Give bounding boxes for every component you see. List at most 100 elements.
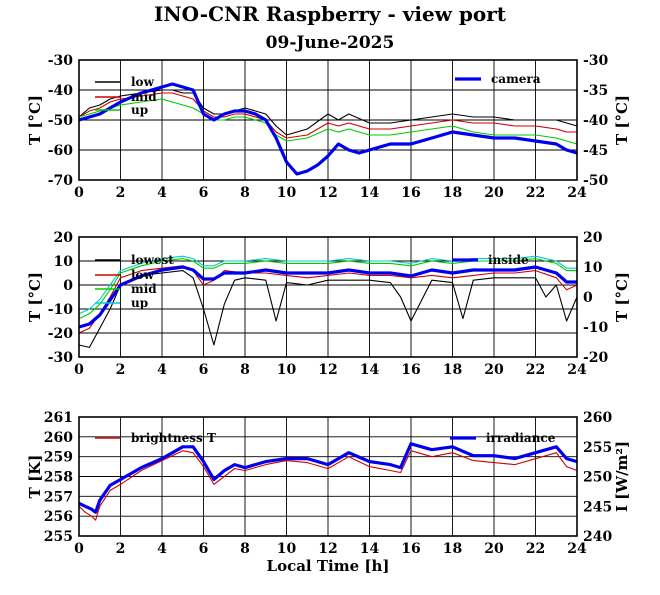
x-tick-label: 12 — [318, 362, 337, 378]
y-axis-label-right: T [°C] — [613, 95, 631, 145]
plot-frame — [78, 236, 578, 358]
y-tick-label-right: 260 — [583, 410, 612, 426]
y-tick-label-left: -20 — [48, 326, 74, 342]
y-tick-label-right: -20 — [583, 350, 609, 366]
y-tick-label-left: -50 — [48, 113, 74, 129]
legend-label-lowest: lowest — [131, 253, 174, 267]
y-tick-label-right: 20 — [583, 230, 603, 246]
y-tick-label-right: 240 — [583, 529, 612, 545]
x-tick-label: 18 — [443, 541, 462, 557]
y-tick-label-right: -35 — [583, 83, 608, 99]
x-tick-label: 8 — [240, 362, 250, 378]
y-tick-label-right: -10 — [583, 320, 609, 336]
x-tick-label: 2 — [116, 541, 126, 557]
y-tick-label-left: 20 — [54, 230, 74, 246]
y-tick-label-left: 260 — [44, 430, 73, 446]
legend-label-low: low — [131, 268, 155, 282]
x-tick-label: 14 — [360, 541, 380, 557]
y-tick-label-left: 255 — [44, 529, 73, 545]
x-tick-label: 2 — [116, 185, 126, 201]
panel-top-temperature: 0 2 4 6 8 10 12 14 16 18 20 22 24-70-60-50-40-30-50-… — [26, 53, 631, 201]
x-tick-label: 4 — [157, 362, 167, 378]
x-tick-label: 22 — [526, 362, 545, 378]
plot-frame — [78, 416, 578, 537]
x-tick-label: 12 — [318, 541, 337, 557]
x-tick-label: 16 — [401, 362, 420, 378]
x-tick-label: 22 — [526, 185, 545, 201]
y-axis-label-right: T [°C] — [613, 272, 631, 322]
x-tick-label: 12 — [318, 185, 337, 201]
series-line-low — [78, 89, 578, 136]
y-axis-label-left: T [°C] — [26, 95, 44, 145]
x-tick-label: 10 — [277, 185, 297, 201]
y-tick-label-left: 258 — [44, 470, 73, 486]
y-tick-label-left: -10 — [48, 302, 74, 318]
x-tick-label: 6 — [199, 362, 209, 378]
y-tick-label-left: -30 — [48, 53, 74, 69]
x-tick-label: 24 — [567, 362, 587, 378]
x-tick-label: 6 — [199, 185, 209, 201]
y-tick-label-left: -60 — [48, 143, 74, 159]
y-tick-label-left: -30 — [48, 350, 74, 366]
chart-title: INO-CNR Raspberry - view port — [154, 2, 507, 26]
x-tick-label: 0 — [74, 185, 84, 201]
chart-subtitle: 09-June-2025 — [266, 33, 395, 53]
x-tick-label: 22 — [526, 541, 545, 557]
x-axis-label: Local Time [h] — [267, 557, 390, 575]
x-tick-label: 4 — [157, 541, 167, 557]
y-tick-label-left: -70 — [48, 173, 74, 189]
y-tick-label-right: -50 — [583, 173, 609, 189]
legend-label-camera: camera — [491, 72, 541, 86]
legend-label-up: up — [131, 103, 148, 117]
y-tick-label-left: 261 — [44, 410, 73, 426]
y-tick-label-right: 0 — [583, 290, 593, 306]
plot-frame — [78, 59, 578, 181]
legend-label-up: up — [131, 296, 148, 310]
series-line-inside — [78, 265, 577, 329]
y-tick-label-left: 257 — [44, 489, 73, 505]
x-tick-label: 18 — [443, 362, 462, 378]
legend-label-inside: inside — [488, 253, 529, 267]
legend-label-low: low — [131, 75, 155, 89]
legend-label-mid: mid — [131, 90, 157, 104]
y-tick-label-left: -40 — [48, 83, 74, 99]
x-tick-label: 20 — [484, 362, 504, 378]
y-tick-label-left: 0 — [63, 278, 73, 294]
panel-middle-temperature: 0 2 4 6 8 10 12 14 16 18 20 22 24-30-20-1001020-20-1… — [26, 230, 631, 378]
x-tick-label: 2 — [116, 362, 126, 378]
x-tick-label: 16 — [401, 541, 420, 557]
series-line-mid — [78, 258, 577, 320]
x-tick-label: 20 — [484, 541, 504, 557]
x-tick-label: 6 — [199, 541, 209, 557]
x-tick-label: 0 — [74, 362, 84, 378]
legend-label-irradiance: irradiance — [486, 431, 556, 445]
series-line-mid — [78, 92, 577, 139]
series-line-irradiance — [78, 442, 578, 514]
y-axis-label-left: T [K] — [26, 455, 44, 499]
x-tick-label: 20 — [484, 185, 504, 201]
x-tick-label: 0 — [74, 541, 84, 557]
x-tick-label: 4 — [157, 185, 167, 201]
y-tick-label-right: -45 — [583, 143, 608, 159]
y-tick-label-left: 259 — [44, 450, 73, 466]
series-line-low — [78, 265, 578, 334]
x-tick-label: 24 — [567, 541, 587, 557]
y-tick-label-right: 245 — [583, 499, 612, 515]
y-tick-label-left: 256 — [44, 509, 73, 525]
x-tick-label: 10 — [277, 362, 297, 378]
y-tick-label-right: 255 — [583, 440, 612, 456]
legend-label-mid: mid — [131, 282, 157, 296]
x-tick-label: 8 — [240, 185, 250, 201]
y-tick-label-right: 10 — [583, 260, 603, 276]
series-line-brightness-t — [78, 450, 578, 521]
x-tick-label: 10 — [277, 541, 297, 557]
x-tick-label: 8 — [240, 541, 250, 557]
panel-bottom-brightness: 0 2 4 6 8 10 12 14 16 18 20 22 242552562572582592602… — [26, 410, 631, 557]
y-tick-label-left: 10 — [54, 254, 74, 270]
x-tick-label: 14 — [360, 185, 380, 201]
x-tick-label: 14 — [360, 362, 380, 378]
y-axis-label-left: T [°C] — [26, 272, 44, 322]
legend-label-brightness-t: brightness T — [131, 431, 216, 445]
y-tick-label-right: 250 — [583, 470, 612, 486]
